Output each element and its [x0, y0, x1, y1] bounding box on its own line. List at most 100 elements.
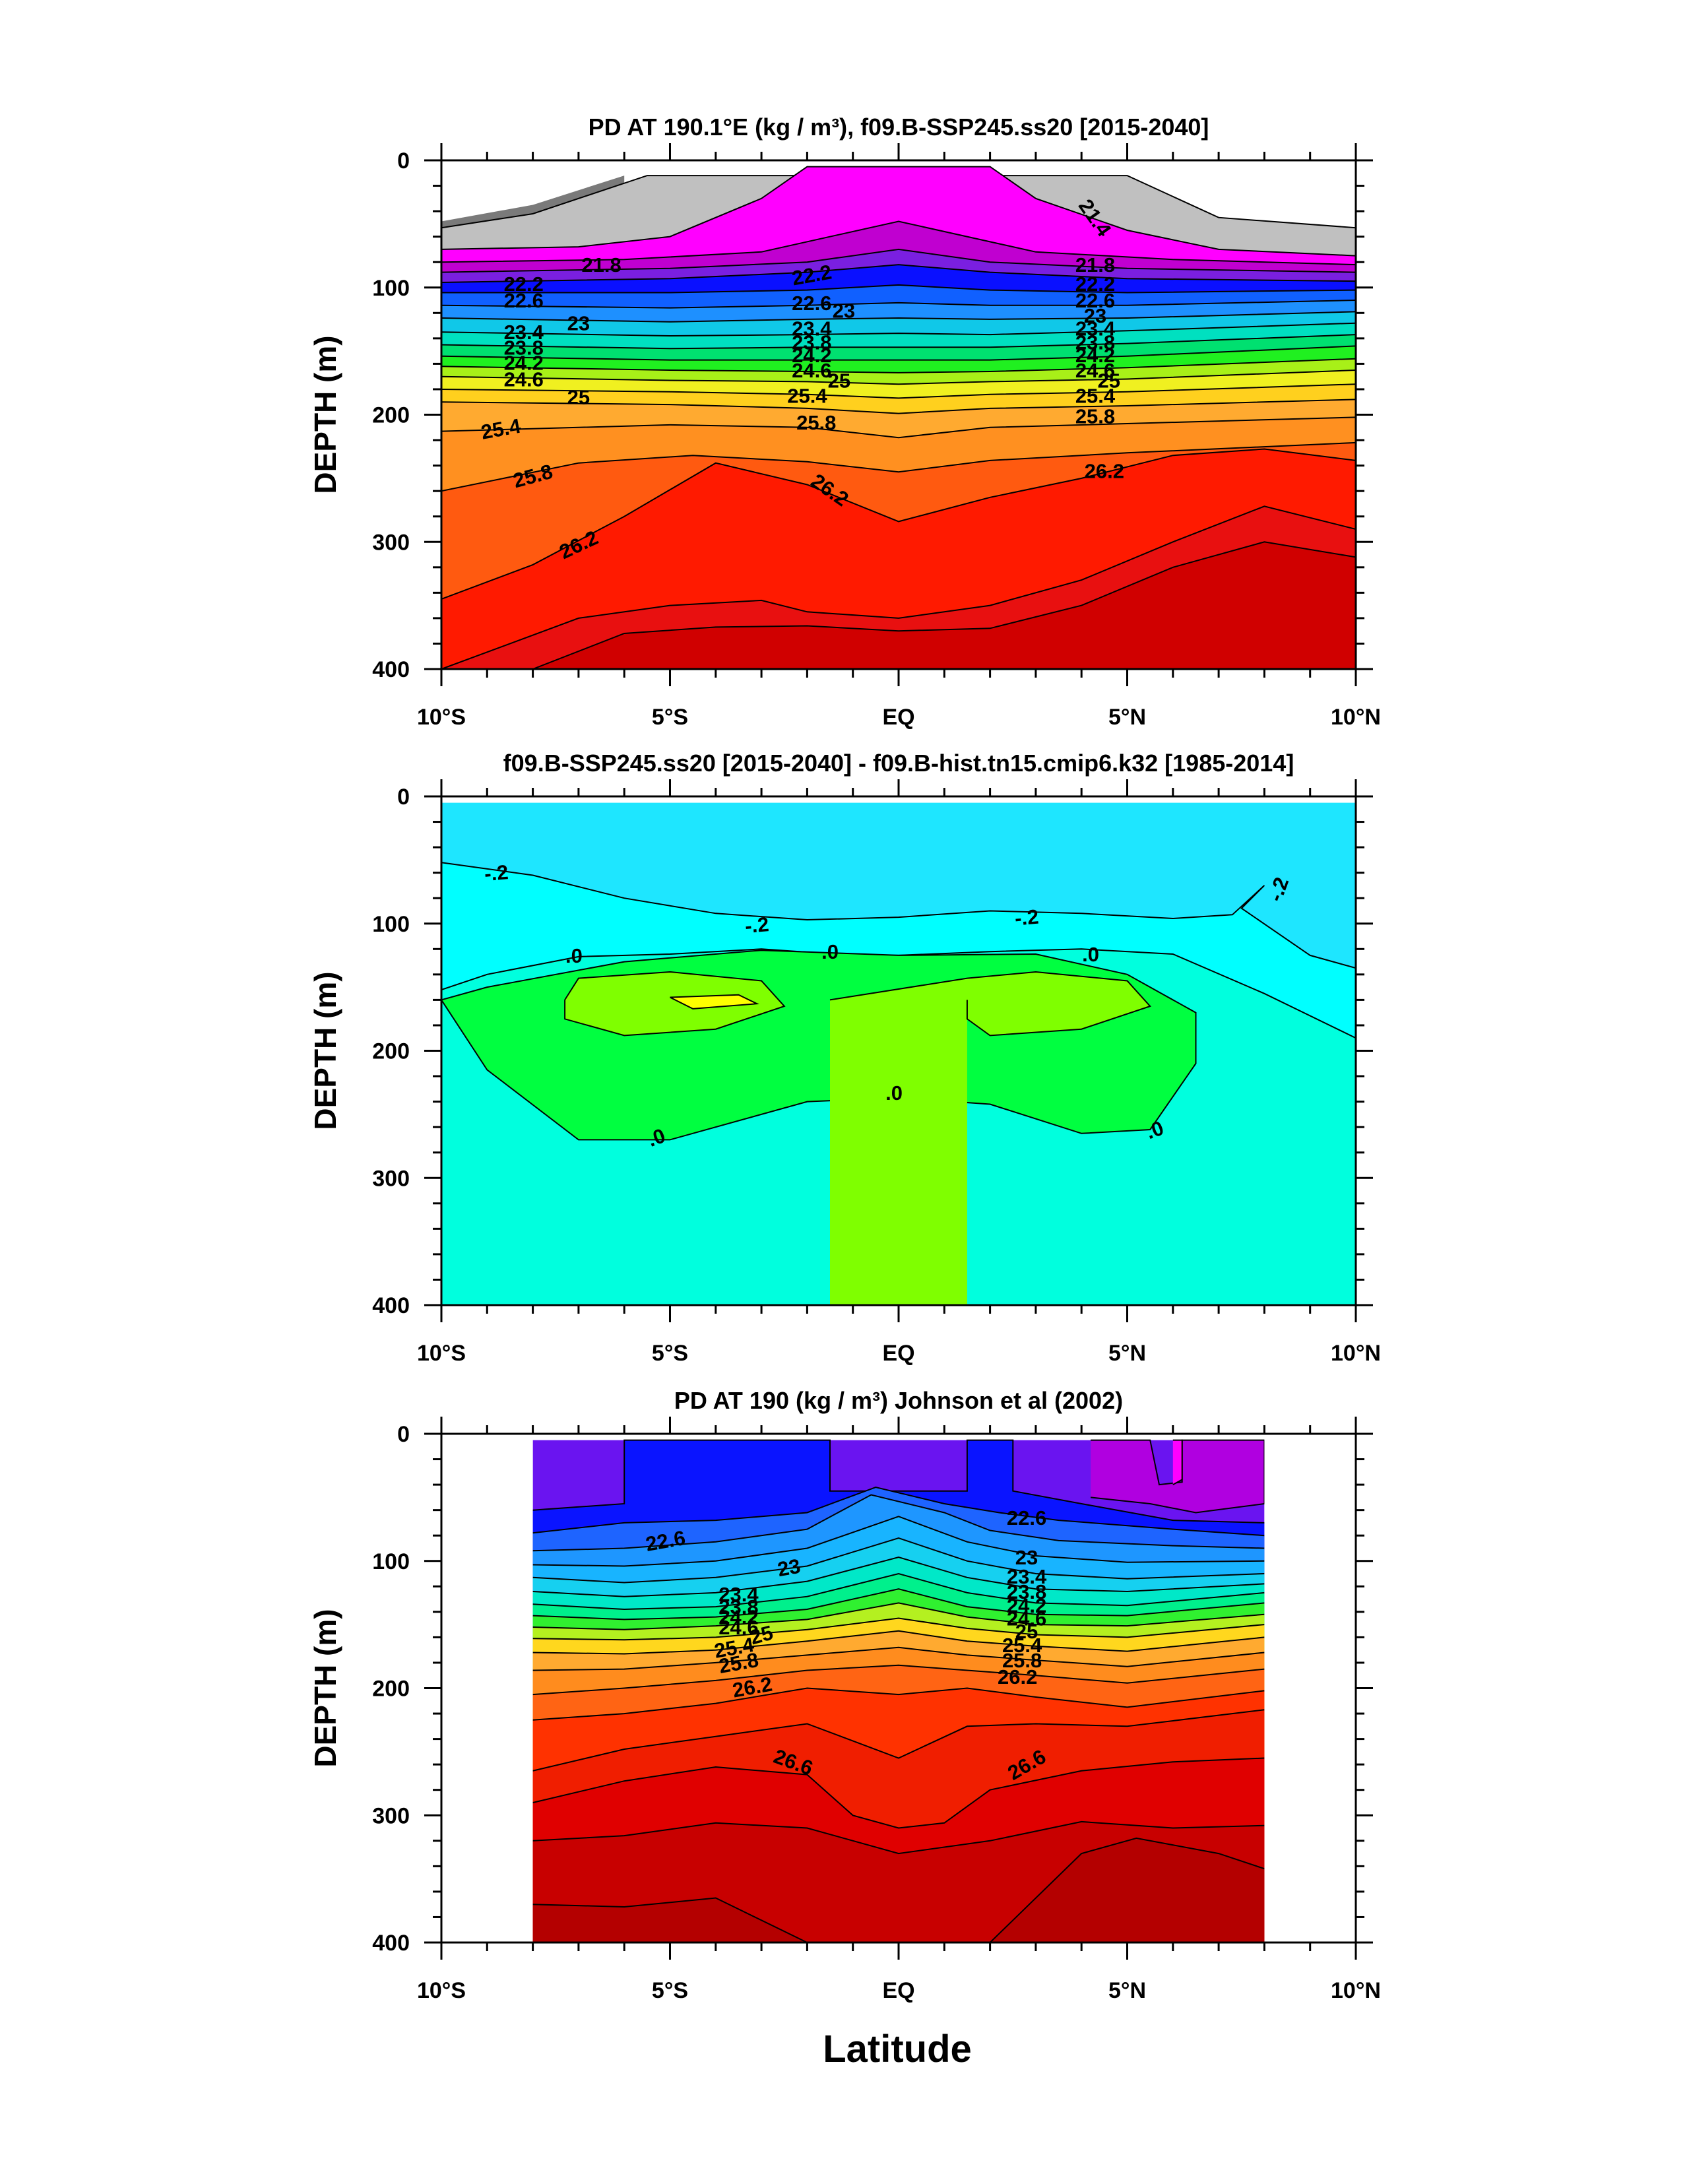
x-tick-label: EQ	[882, 1341, 914, 1366]
contour-label: 26.2	[1085, 459, 1124, 482]
y-tick-label: 400	[372, 657, 410, 682]
contour-label: 22.6	[1075, 289, 1115, 312]
contour-line	[1090, 1439, 1265, 1514]
contour-label: 23.8	[718, 1595, 758, 1619]
contour-line	[441, 383, 1356, 399]
contour-label: 24.2	[792, 344, 831, 367]
contour-line	[532, 1646, 1265, 1671]
contour-line	[441, 448, 1356, 600]
contour-label: 23	[833, 299, 855, 322]
contour-label: 23	[776, 1555, 802, 1581]
y-tick-label: 0	[397, 148, 410, 174]
contour-band	[830, 972, 1151, 1305]
contour-line	[532, 1757, 1265, 1829]
x-tick-label: 10°S	[417, 1341, 466, 1366]
y-tick-label: 100	[372, 276, 410, 301]
contour-label: 24.6	[792, 359, 831, 382]
contour-line	[441, 505, 1356, 669]
contour-line	[532, 1588, 1265, 1621]
contour-line	[670, 994, 759, 1010]
contour-label: 25.4	[787, 385, 827, 408]
contour-line	[441, 441, 1356, 492]
y-tick-label: 400	[372, 1293, 410, 1318]
contour-line	[532, 1837, 1265, 1943]
contour-line	[532, 1687, 1265, 1721]
contour-line	[532, 1602, 1265, 1630]
contour-line	[441, 300, 1356, 309]
contour-line	[441, 399, 1356, 414]
contour-label: 22.2	[504, 273, 544, 296]
contour-label: 25.8	[1002, 1649, 1042, 1672]
contour-label: 26.2	[998, 1665, 1037, 1688]
x-tick-label: EQ	[882, 1978, 914, 2003]
contour-label: 24.6	[718, 1616, 758, 1639]
contour-label: .0	[1082, 943, 1099, 966]
contour-label: -.2	[1014, 905, 1040, 930]
contour-label: 23.4	[1007, 1565, 1047, 1588]
x-tick-label: 10°N	[1331, 1341, 1381, 1366]
contour-line	[441, 416, 1356, 439]
contour-label: 23.4	[1075, 317, 1116, 340]
x-tick-label: 5°S	[652, 705, 688, 730]
contour-line	[532, 1664, 1265, 1696]
contour-label: 22.6	[504, 289, 544, 312]
contour-label: 23	[567, 312, 590, 335]
contour-line	[532, 1516, 1265, 1567]
contour-line	[1172, 1439, 1183, 1485]
contour-label: 21.8	[1075, 253, 1115, 276]
panel-title: PD AT 190.1°E (kg / m³), f09.B-SSP245.ss…	[589, 113, 1209, 141]
x-tick-label: 5°N	[1108, 705, 1146, 730]
contour-field: 21.421.8 21.822.2 22.2 22.222.6 22.6 22.62323…	[441, 166, 1356, 669]
contour-label: -.2	[744, 913, 770, 938]
contour-label: 24.6	[1075, 359, 1115, 382]
contour-line	[532, 1439, 1265, 1524]
contour-line	[441, 322, 1356, 337]
panel-title: PD AT 190 (kg / m³) Johnson et al (2002)	[674, 1387, 1123, 1414]
x-axis-label: Latitude	[823, 2028, 972, 2071]
contour-label: 24.2	[1007, 1594, 1046, 1617]
contour-line	[532, 1572, 1265, 1611]
contour-label: 21.8	[581, 253, 621, 276]
contour-label: 22.6	[792, 292, 831, 315]
y-axis-label: DEPTH (m)	[308, 335, 342, 494]
contour-line	[532, 1709, 1265, 1772]
y-tick-label: 400	[372, 1931, 410, 1956]
contour-line	[441, 264, 1356, 283]
contour-label: 23.8	[1075, 331, 1115, 354]
contour-band	[532, 1838, 1265, 1943]
contour-line	[532, 1617, 1265, 1641]
contour-label: .0	[821, 940, 839, 963]
y-tick-label: 100	[372, 912, 410, 937]
contour-line	[441, 248, 1356, 273]
contour-band	[565, 972, 784, 1036]
contour-line	[441, 862, 1356, 969]
contour-label: .0	[565, 944, 583, 967]
contour-label: 23.8	[504, 336, 544, 359]
y-tick-label: 300	[372, 1166, 410, 1191]
contour-label: 25	[1098, 369, 1120, 392]
y-axis-label: DEPTH (m)	[308, 971, 342, 1130]
contour-line	[441, 311, 1356, 323]
x-tick-label: 10°S	[417, 1978, 466, 2003]
contour-label: 23.8	[792, 331, 831, 354]
contour-label: 23.4	[504, 321, 544, 344]
x-tick-label: 10°S	[417, 705, 466, 730]
contour-label: 25.8	[1075, 404, 1115, 428]
contour-label: 23.4	[718, 1583, 759, 1606]
panel-title: f09.B-SSP245.ss20 [2015-2040] - f09.B-hi…	[503, 750, 1294, 777]
contour-line	[441, 284, 1356, 294]
panels: 21.421.8 21.822.2 22.2 22.222.6 22.6 22.62323…	[308, 113, 1381, 2003]
x-tick-label: 5°N	[1108, 1978, 1146, 2003]
contour-line	[532, 1486, 1265, 1537]
contour-field: -.2-.2 -.2-.2.0.0.0.0.0.0	[441, 802, 1356, 1305]
contour-label: 25	[567, 386, 590, 409]
contour-label: 23.4	[792, 317, 832, 340]
contour-line	[441, 358, 1356, 373]
panel-1: 21.421.8 21.822.2 22.2 22.222.6 22.6 22.62323…	[308, 113, 1381, 730]
contour-line	[441, 949, 1197, 1141]
contour-label: 24.2	[1075, 344, 1115, 367]
contour-line	[829, 971, 1151, 1037]
contour-label: 25	[1015, 1620, 1038, 1643]
